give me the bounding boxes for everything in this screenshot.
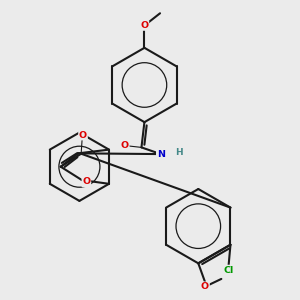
Text: Cl: Cl xyxy=(224,266,234,274)
Text: O: O xyxy=(79,130,87,140)
Text: O: O xyxy=(82,178,90,187)
Text: O: O xyxy=(140,21,148,30)
Text: O: O xyxy=(201,282,209,291)
Text: N: N xyxy=(157,150,165,159)
Text: O: O xyxy=(121,141,129,150)
Text: H: H xyxy=(175,148,182,157)
